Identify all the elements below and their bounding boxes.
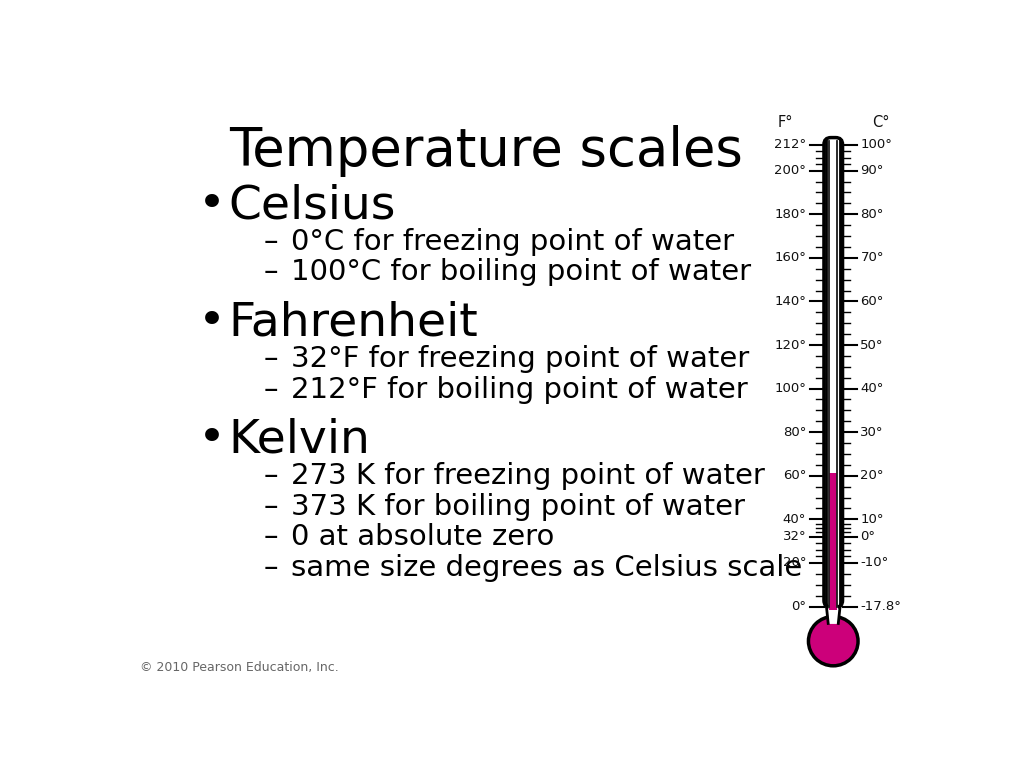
Text: 0°: 0°	[860, 530, 876, 543]
Text: 212°F for boiling point of water: 212°F for boiling point of water	[291, 376, 748, 403]
Text: 32°: 32°	[782, 530, 806, 543]
Text: •: •	[198, 300, 225, 345]
Text: 90°: 90°	[860, 164, 884, 177]
Text: 140°: 140°	[774, 295, 806, 308]
Text: 32°F for freezing point of water: 32°F for freezing point of water	[291, 345, 749, 372]
Text: –: –	[263, 345, 279, 372]
Text: -17.8°: -17.8°	[860, 600, 901, 613]
Text: 0°: 0°	[792, 600, 806, 613]
Text: C°: C°	[872, 115, 890, 131]
Text: –: –	[263, 259, 279, 286]
Text: 40°: 40°	[782, 513, 806, 526]
FancyBboxPatch shape	[824, 137, 843, 607]
Bar	[829, 473, 838, 611]
Text: © 2010 Pearson Education, Inc.: © 2010 Pearson Education, Inc.	[139, 661, 338, 674]
Text: 20°: 20°	[860, 469, 884, 482]
Text: 40°: 40°	[860, 382, 884, 395]
Text: 180°: 180°	[774, 208, 806, 220]
Text: Kelvin: Kelvin	[228, 417, 371, 462]
Text: 200°: 200°	[774, 164, 806, 177]
Text: 60°: 60°	[782, 469, 806, 482]
Text: Celsius: Celsius	[228, 183, 396, 228]
Polygon shape	[827, 607, 839, 624]
Text: –: –	[263, 492, 279, 521]
Text: 100°: 100°	[860, 138, 892, 151]
Text: 212°: 212°	[774, 138, 806, 151]
Text: 160°: 160°	[774, 251, 806, 264]
Text: –: –	[263, 376, 279, 403]
Text: –: –	[263, 554, 279, 582]
Text: 80°: 80°	[860, 208, 884, 220]
Text: 60°: 60°	[860, 295, 884, 308]
Text: -10°: -10°	[860, 557, 889, 569]
Text: –: –	[263, 227, 279, 256]
Text: –: –	[263, 462, 279, 490]
Text: F°: F°	[777, 115, 793, 131]
Text: –: –	[263, 523, 279, 551]
Text: 70°: 70°	[860, 251, 884, 264]
Text: 0°C for freezing point of water: 0°C for freezing point of water	[291, 227, 734, 256]
Text: 100°: 100°	[774, 382, 806, 395]
Text: 20°: 20°	[782, 557, 806, 569]
Text: 100°C for boiling point of water: 100°C for boiling point of water	[291, 259, 751, 286]
Text: •: •	[198, 183, 225, 228]
Text: 50°: 50°	[860, 339, 884, 352]
Text: 373 K for boiling point of water: 373 K for boiling point of water	[291, 492, 744, 521]
Text: 10°: 10°	[860, 513, 884, 526]
Text: 30°: 30°	[860, 425, 884, 439]
Text: same size degrees as Celsius scale: same size degrees as Celsius scale	[291, 554, 802, 582]
Text: 80°: 80°	[782, 425, 806, 439]
Text: 0 at absolute zero: 0 at absolute zero	[291, 523, 554, 551]
Text: Temperature scales: Temperature scales	[228, 125, 742, 177]
Text: 273 K for freezing point of water: 273 K for freezing point of water	[291, 462, 765, 490]
Text: Fahrenheit: Fahrenheit	[228, 300, 478, 345]
Circle shape	[809, 617, 858, 666]
Text: •: •	[198, 417, 225, 462]
Text: 120°: 120°	[774, 339, 806, 352]
